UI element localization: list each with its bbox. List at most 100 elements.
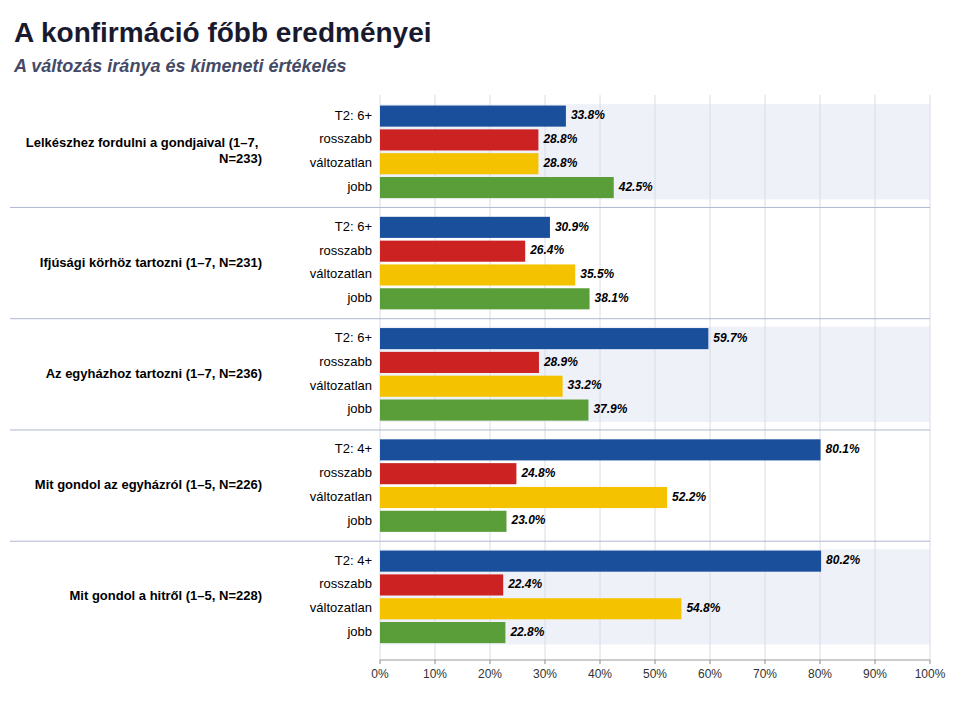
group-label-line: Ifjúsági körhöz tartozni (1–7, N=231)	[40, 255, 262, 270]
category-label: rosszabb	[319, 131, 372, 146]
grid-line	[930, 95, 931, 660]
bar	[380, 551, 821, 572]
tick-mark	[545, 660, 546, 664]
category-label: változatlan	[310, 266, 372, 281]
tick-label: 10%	[423, 667, 447, 681]
group-label-line: N=233)	[219, 151, 262, 166]
data-label: 33.8%	[571, 108, 605, 122]
category-label: változatlan	[310, 378, 372, 393]
category-label: jobb	[346, 179, 372, 194]
y-axis: jobb változatlan rosszabb T2: 6+ jobb változa…	[310, 108, 372, 639]
separator	[10, 318, 930, 319]
tick-label: 20%	[478, 667, 502, 681]
title: A konfirmáció főbb eredményei	[14, 17, 432, 48]
group-label: Az egyházhoz tartozni (1–7, N=236)	[46, 366, 262, 381]
tick-mark	[435, 660, 436, 664]
x-axis: 0% 10% 20% 30% 40% 50% 60% 70% 80% 90% 100%	[371, 660, 945, 681]
tick-mark	[875, 660, 876, 664]
tick-label: 50%	[643, 667, 667, 681]
data-label: 28.8%	[542, 132, 577, 146]
category-label: változatlan	[310, 489, 372, 504]
category-label: rosszabb	[319, 576, 372, 591]
x-axis-line	[380, 660, 930, 661]
tick-mark	[600, 660, 601, 664]
category-label: jobb	[346, 290, 372, 305]
category-label: T2: 4+	[335, 553, 372, 568]
bar	[380, 153, 538, 174]
data-label: 23.0%	[511, 513, 546, 527]
group-label: Mit gondol a hitről (1–5, N=228)	[70, 588, 263, 603]
tick-label: 70%	[753, 667, 777, 681]
tick-label: 30%	[533, 667, 557, 681]
category-label: változatlan	[310, 155, 372, 170]
data-label: 33.2%	[568, 378, 602, 392]
category-label: T2: 4+	[335, 441, 372, 456]
data-labels: 42.5%28.8%28.8%33.8%38.1%35.5%26.4%30.9%…	[507, 108, 860, 638]
tick-mark	[655, 660, 656, 664]
data-label: 24.8%	[520, 466, 555, 480]
tick-mark	[710, 660, 711, 664]
category-label: rosszabb	[319, 465, 372, 480]
group-label-line: Mit gondol az egyházról (1–5, N=226)	[35, 477, 262, 492]
tick-mark	[490, 660, 491, 664]
group-label: Ifjúsági körhöz tartozni (1–7, N=231)	[40, 255, 262, 270]
separator	[10, 207, 930, 208]
separator	[10, 541, 930, 542]
group-label: Lelkészhez fordulni a gondjaival (1–7, N…	[26, 135, 262, 166]
bar	[380, 217, 550, 238]
group-labels: Lelkészhez fordulni a gondjaival (1–7, N…	[26, 135, 262, 603]
bar	[380, 463, 516, 484]
group-label-line: Az egyházhoz tartozni (1–7, N=236)	[46, 366, 262, 381]
data-label: 35.5%	[580, 267, 614, 281]
tick-label: 60%	[698, 667, 722, 681]
bar	[380, 129, 538, 150]
data-label: 42.5%	[618, 180, 653, 194]
bar	[380, 288, 590, 309]
group-separators	[10, 207, 930, 541]
data-label: 22.8%	[509, 625, 544, 639]
grid-line	[875, 95, 876, 660]
data-label: 52.2%	[672, 490, 706, 504]
grid-line	[765, 95, 766, 660]
data-label: 54.8%	[686, 601, 720, 615]
bar	[380, 487, 667, 508]
tick-mark	[820, 660, 821, 664]
bar	[380, 598, 681, 619]
category-label: változatlan	[310, 600, 372, 615]
tick-label: 80%	[808, 667, 832, 681]
chart: A konfirmáció főbb eredményei A változás …	[0, 0, 960, 707]
bar	[380, 376, 563, 397]
grid-line	[710, 95, 711, 660]
separator	[10, 429, 930, 430]
category-label: T2: 6+	[335, 330, 372, 345]
data-label: 80.2%	[826, 553, 860, 567]
bar	[380, 177, 614, 198]
category-label: rosszabb	[319, 243, 372, 258]
category-label: jobb	[346, 513, 372, 528]
bar	[380, 400, 588, 421]
tick-mark	[380, 660, 381, 664]
tick-label: 0%	[371, 667, 389, 681]
tick-mark	[930, 660, 931, 664]
bar	[380, 241, 525, 262]
category-label: T2: 6+	[335, 108, 372, 123]
tick-label: 90%	[863, 667, 887, 681]
group-label-line: Lelkészhez fordulni a gondjaival (1–7,	[26, 135, 262, 150]
data-label: 59.7%	[713, 331, 747, 345]
tick-label: 100%	[915, 667, 946, 681]
bar	[380, 352, 539, 373]
tick-label: 40%	[588, 667, 612, 681]
category-label: rosszabb	[319, 354, 372, 369]
bar	[380, 106, 566, 127]
data-label: 22.4%	[507, 577, 542, 591]
bar	[380, 439, 821, 460]
grid-line	[655, 95, 656, 660]
data-label: 37.9%	[593, 402, 627, 416]
data-label: 28.9%	[543, 355, 578, 369]
data-label: 80.1%	[826, 442, 860, 456]
grid-line	[820, 95, 821, 660]
bars	[380, 106, 821, 644]
x-grid	[380, 95, 930, 660]
bar	[380, 328, 708, 349]
subtitle: A változás iránya és kimeneti értékelés	[13, 56, 347, 76]
